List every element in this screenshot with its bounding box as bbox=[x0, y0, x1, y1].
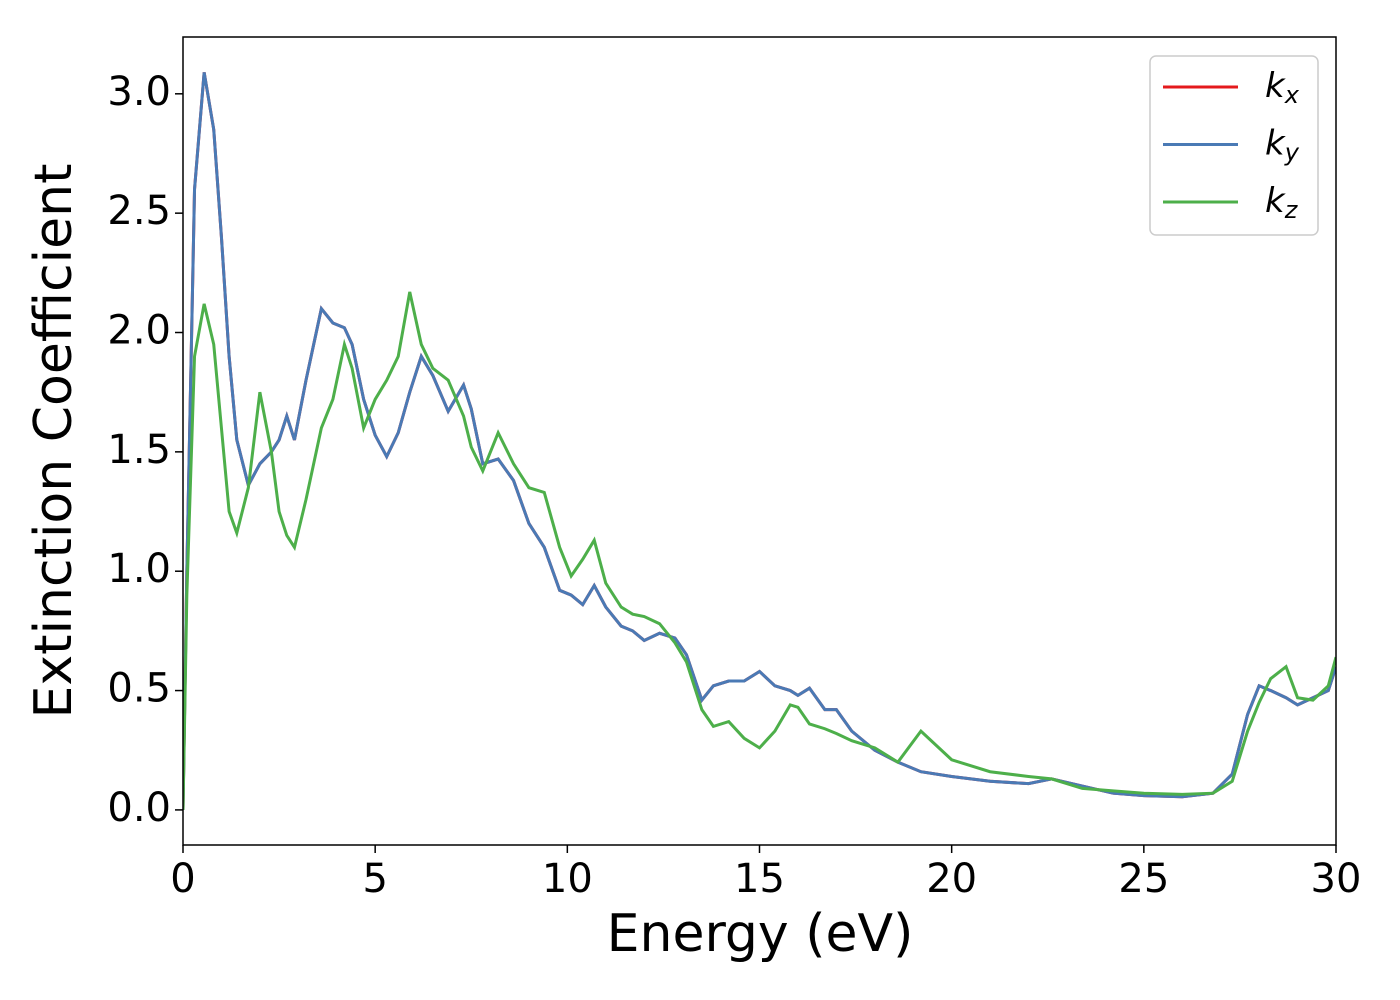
line bbox=[183, 291, 1336, 810]
y-tick-label: 2.0 bbox=[107, 308, 171, 354]
x-tick-label: 25 bbox=[1118, 856, 1169, 902]
x-tick-label: 30 bbox=[1311, 856, 1362, 902]
y-tick-label: 3.0 bbox=[107, 69, 171, 115]
legend-label: ky bbox=[1265, 123, 1300, 167]
y-tick-label: 2.5 bbox=[107, 188, 171, 234]
x-tick-label: 0 bbox=[170, 856, 195, 902]
x-axis-label: Energy (eV) bbox=[607, 904, 914, 964]
legend-label: kz bbox=[1265, 181, 1299, 225]
x-tick-label: 20 bbox=[926, 856, 977, 902]
y-tick-label: 0.0 bbox=[107, 785, 171, 831]
y-axis-label: Extinction Coefficient bbox=[24, 164, 84, 719]
legend-label: kx bbox=[1265, 66, 1300, 110]
line bbox=[183, 72, 1336, 810]
x-tick-label: 15 bbox=[734, 856, 785, 902]
y-tick-label: 1.0 bbox=[107, 546, 171, 592]
x-tick-label: 10 bbox=[542, 856, 593, 902]
plot-frame bbox=[182, 36, 1337, 846]
x-tick-label: 5 bbox=[362, 856, 387, 902]
y-tick-label: 1.5 bbox=[107, 427, 171, 473]
y-tick-label: 0.5 bbox=[107, 666, 171, 712]
